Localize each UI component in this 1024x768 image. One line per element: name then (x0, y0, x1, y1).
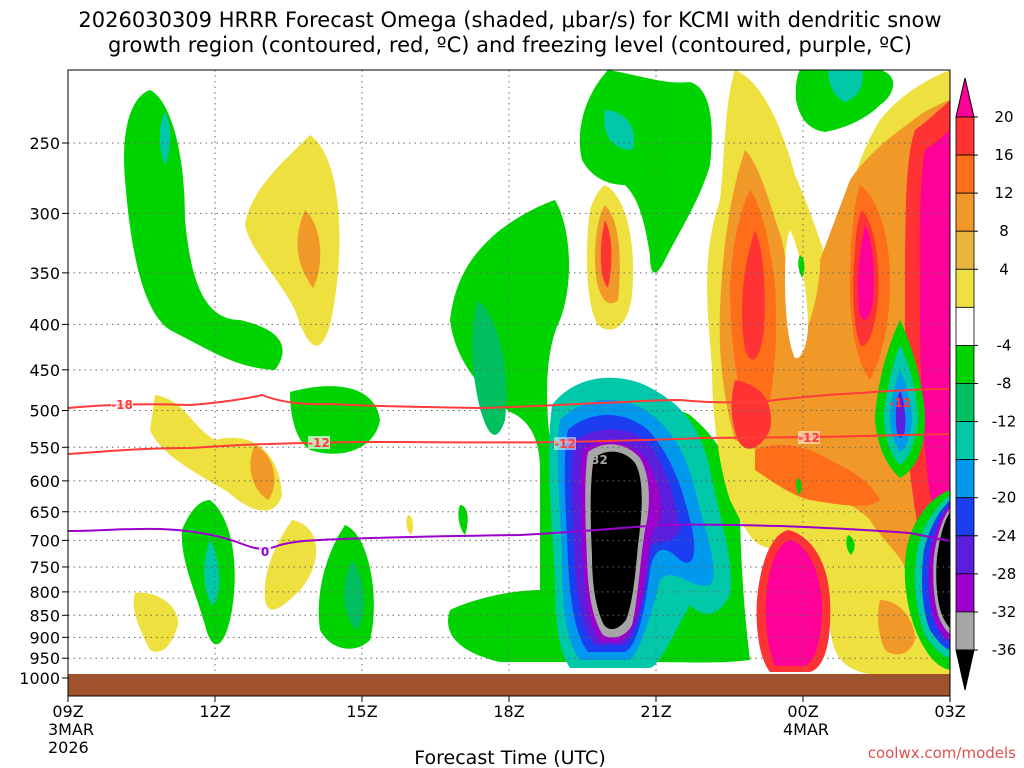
contour-labels: -18 -12 -12 -12 -12 0 -32 (111, 396, 911, 559)
date-label-4mar: 4MAR (783, 720, 829, 739)
y-tick-label: 500 (29, 402, 60, 421)
contour-label-red-4: -12 (798, 431, 820, 445)
x-tick-label: 12Z (199, 702, 230, 721)
x-tick-label: 18Z (493, 702, 524, 721)
colorbar-label: -12 (992, 413, 1017, 431)
colorbar-segment (955, 497, 975, 537)
colorbar-bottom-triangle (955, 649, 975, 691)
date-label-3mar: 3MAR (48, 720, 94, 739)
x-tick-label: 21Z (640, 702, 671, 721)
colorbar-label: -16 (992, 451, 1017, 469)
colorbar-segment (955, 459, 975, 499)
purple-contour-zero (68, 523, 950, 550)
y-tick-label: 550 (29, 438, 60, 457)
colorbar: 20 16 12 8 4 -4 -8 -12 -16 -20 -24 -28 -32 -36 (955, 77, 1017, 691)
colorbar-segment (955, 154, 975, 194)
y-tick-label: 950 (29, 649, 60, 668)
colorbar-label: 12 (994, 184, 1013, 202)
y-tick-label: 300 (29, 204, 60, 223)
watermark-text: coolwx.com/models (868, 744, 1016, 762)
colorbar-label: -32 (992, 603, 1017, 621)
y-tick-label: 450 (29, 361, 60, 380)
colorbar-segment (955, 611, 975, 651)
colorbar-label: -36 (992, 641, 1017, 659)
contour-label-red-1: -18 (111, 398, 133, 412)
contour-label-gray: -32 (586, 453, 608, 467)
colorbar-segment (955, 268, 975, 308)
x-tick-label: 15Z (346, 702, 377, 721)
y-tick-label: 250 (29, 134, 60, 153)
contour-label-red-5: -12 (889, 396, 911, 410)
colorbar-segment (955, 306, 975, 346)
x-tick-label: 00Z (787, 702, 818, 721)
omega-shaded-field (124, 70, 950, 674)
y-axis: 250 300 350 400 450 500 550 600 650 700 750 800 850 9… (19, 134, 68, 688)
colorbar-label: -28 (992, 565, 1017, 583)
red-contour-minus18 (68, 388, 950, 410)
y-tick-label: 700 (29, 531, 60, 550)
colorbar-label: 4 (999, 260, 1009, 278)
colorbar-top-triangle (955, 77, 975, 118)
colorbar-segment (955, 192, 975, 232)
colorbar-label: -24 (992, 527, 1017, 545)
colorbar-segment (955, 230, 975, 270)
x-axis: 09Z 12Z 15Z 18Z 21Z 00Z 03Z (52, 696, 966, 721)
colorbar-label: 16 (994, 146, 1013, 164)
colorbar-segment (955, 535, 975, 575)
colorbar-segment (955, 573, 975, 613)
chart-title-line1: 2026030309 HRRR Forecast Omega (shaded, … (78, 8, 941, 32)
x-date-labels: 3MAR 2026 4MAR (48, 720, 829, 757)
contour-label-purple: 0 (261, 545, 269, 559)
ground-layer (68, 674, 950, 696)
contour-label-red-2: -12 (308, 436, 330, 450)
y-tick-label: 900 (29, 628, 60, 647)
colorbar-label: 8 (999, 222, 1009, 240)
colorbar-label: -20 (992, 489, 1017, 507)
y-tick-label: 800 (29, 583, 60, 602)
y-tick-label: 850 (29, 606, 60, 625)
chart-title-line2: growth region (contoured, red, ºC) and f… (108, 33, 912, 57)
y-tick-label: 350 (29, 264, 60, 283)
colorbar-segment (955, 116, 975, 156)
x-tick-label: 03Z (934, 702, 965, 721)
y-tick-label: 1000 (19, 669, 60, 688)
y-tick-label: 400 (29, 315, 60, 334)
colorbar-segment (955, 421, 975, 461)
x-tick-label: 09Z (52, 702, 83, 721)
grid-lines (68, 70, 950, 679)
date-label-2026: 2026 (48, 738, 89, 757)
colorbar-segment (955, 383, 975, 422)
y-tick-label: 750 (29, 558, 60, 577)
y-tick-label: 600 (29, 472, 60, 491)
x-axis-title: Forecast Time (UTC) (414, 747, 605, 768)
colorbar-label: 20 (994, 108, 1013, 126)
y-tick-label: 650 (29, 503, 60, 522)
colorbar-segment (955, 345, 975, 384)
colorbar-label: -4 (997, 336, 1012, 354)
contour-label-red-3: -12 (554, 437, 576, 451)
colorbar-label: -8 (997, 375, 1012, 393)
